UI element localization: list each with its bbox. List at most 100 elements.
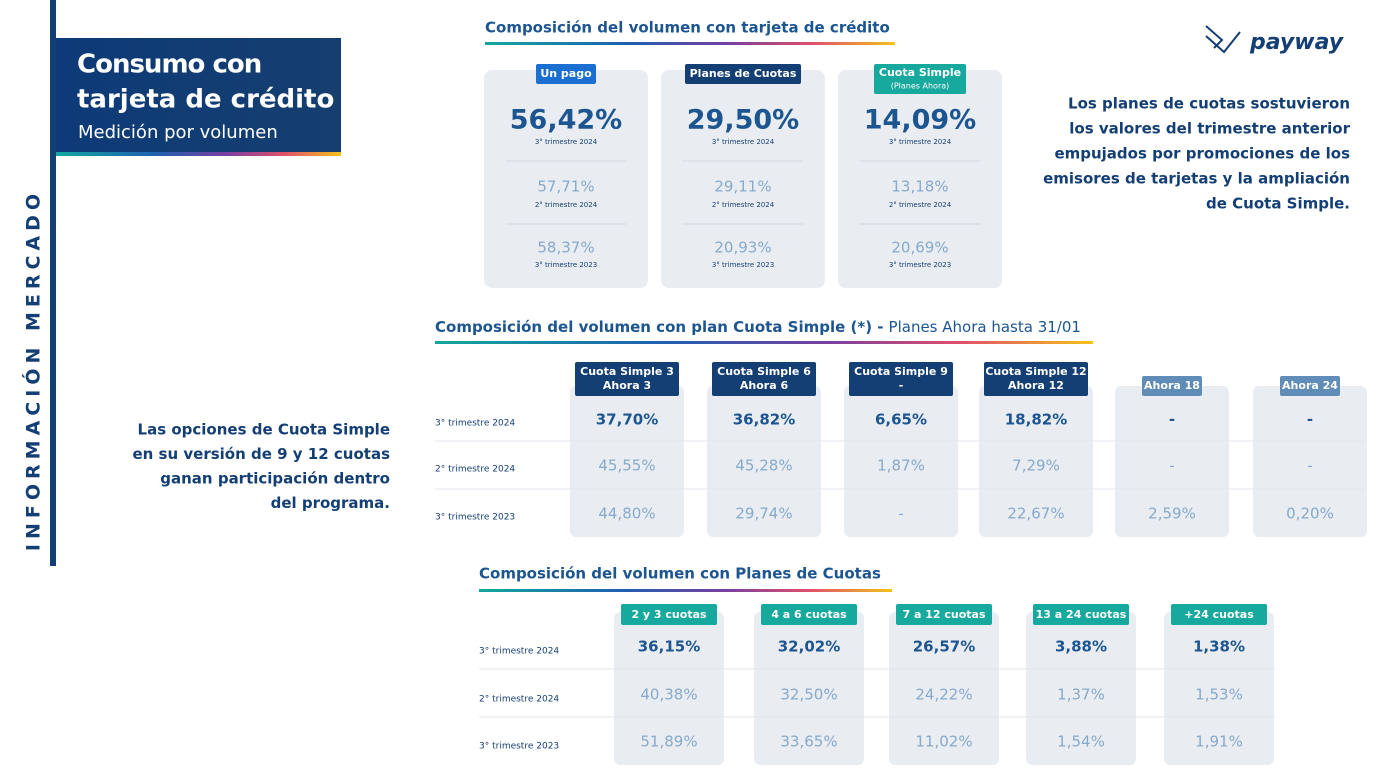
row-label: 3° trimestre 2023 [479,742,559,752]
column-badge [1280,376,1340,396]
card [838,70,1002,288]
column-bg [889,612,999,765]
card-period: 2° trimestre 2024 [712,201,775,209]
cell-value: 1,37% [1057,686,1105,704]
cell-value: - [1169,411,1175,429]
cell-value: 1,38% [1193,638,1245,656]
card [661,70,825,288]
note-line: en su versión de 9 y 12 cuotas [132,445,390,463]
cell-value: 40,38% [640,686,697,704]
cell-value: 18,82% [1005,411,1067,429]
cell-value: 11,02% [915,733,972,751]
section-title: Composición del volumen con tarjeta de c… [485,19,890,37]
column-badge [621,604,717,625]
cell-value: 1,91% [1195,733,1243,751]
column-badge [1142,376,1202,396]
section-title: Composición del volumen con plan Cuota S… [435,318,1081,336]
cell-value: 24,22% [915,686,972,704]
card-value: 13,18% [891,178,948,196]
card-badge [536,64,596,84]
column-label: 13 a 24 cuotas [1036,608,1127,621]
column-label: Cuota Simple 3 [580,365,674,378]
card [484,70,648,288]
note-line: empujados por promociones de los [1054,145,1350,163]
card-period: 2° trimestre 2024 [889,201,952,209]
column-badge [1033,604,1129,625]
section-title: Composición del volumen con Planes de Cu… [479,565,881,583]
column-bg [754,612,864,765]
column-badge [712,362,816,396]
cell-value: 1,53% [1195,686,1243,704]
column-label: Cuota Simple 12 [985,365,1086,378]
column-label: Ahora 24 [1282,379,1338,392]
column-badge [1171,604,1267,625]
column-bg [1164,612,1274,765]
side-bar [50,0,56,566]
note-line: Los planes de cuotas sostuvieron [1068,95,1350,113]
column-label: Cuota Simple 9 [854,365,948,378]
column-bg [1115,386,1229,537]
card-value: 57,71% [537,178,594,196]
card-period: 3° trimestre 2024 [889,138,952,146]
note-line: los valores del trimestre anterior [1069,120,1350,138]
card-period: 2° trimestre 2024 [535,201,598,209]
card-period: 3° trimestre 2024 [712,138,775,146]
title-underline [485,42,895,45]
card-sublabel: (Planes Ahora) [891,82,950,91]
column-label: 7 a 12 cuotas [902,608,985,621]
note-line: de Cuota Simple. [1206,195,1350,213]
cell-value: 36,82% [733,411,795,429]
section-title-main: Composición del volumen con plan Cuota S… [435,318,884,336]
column-badge [761,604,857,625]
cell-value: 44,80% [598,505,655,523]
card-label: Un pago [540,67,592,80]
card-value: 58,37% [537,239,594,257]
note-line: ganan participación dentro [160,470,390,488]
header-subtitle: Medición por volumen [78,122,278,143]
card-value: 20,69% [891,239,948,257]
column-badge [849,362,953,396]
card-period: 3° trimestre 2024 [535,138,598,146]
card-period: 3° trimestre 2023 [535,261,597,269]
cell-value: 45,55% [598,457,655,475]
card-label: Cuota Simple [879,66,961,79]
cell-value: 2,59% [1148,505,1196,523]
row-label: 2° trimestre 2024 [479,695,559,705]
cell-value: 0,20% [1286,505,1334,523]
cell-value: 7,29% [1012,457,1060,475]
title-underline [479,589,892,592]
cell-value: 32,50% [780,686,837,704]
cell-value: 26,57% [913,638,975,656]
column-bg [570,386,684,537]
cell-value: - [898,505,903,523]
cell-value: 51,89% [640,733,697,751]
card-badge [874,64,966,94]
column-label: Ahora 12 [1008,379,1064,392]
cell-value: 1,87% [877,457,925,475]
cell-value: 36,15% [638,638,700,656]
cell-value: 22,67% [1007,505,1064,523]
cell-value: 37,70% [596,411,658,429]
header-stripe [56,152,341,156]
column-badge [896,604,992,625]
cell-value: 1,54% [1057,733,1105,751]
column-label: +24 cuotas [1184,608,1254,621]
cell-value: 3,88% [1055,638,1107,656]
column-bg [1253,386,1367,537]
header-title: Consumo con [77,50,261,80]
column-bg [979,386,1093,537]
column-label: - [899,379,904,392]
card-period: 3° trimestre 2023 [889,261,951,269]
card-badge [685,64,801,84]
column-label: Ahora 6 [740,379,789,392]
cell-value: 45,28% [735,457,792,475]
cell-value: - [1169,457,1174,475]
cell-value: - [1307,411,1313,429]
logo-text: payway [1249,30,1345,55]
side-label: INFORMACIÓN MERCADO [21,189,45,551]
card-value: 14,09% [864,105,976,136]
card-value: 29,11% [714,178,771,196]
title-underline [435,341,1093,344]
column-label: Ahora 3 [603,379,651,392]
